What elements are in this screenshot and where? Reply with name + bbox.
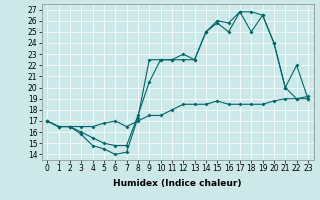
X-axis label: Humidex (Indice chaleur): Humidex (Indice chaleur) xyxy=(113,179,242,188)
